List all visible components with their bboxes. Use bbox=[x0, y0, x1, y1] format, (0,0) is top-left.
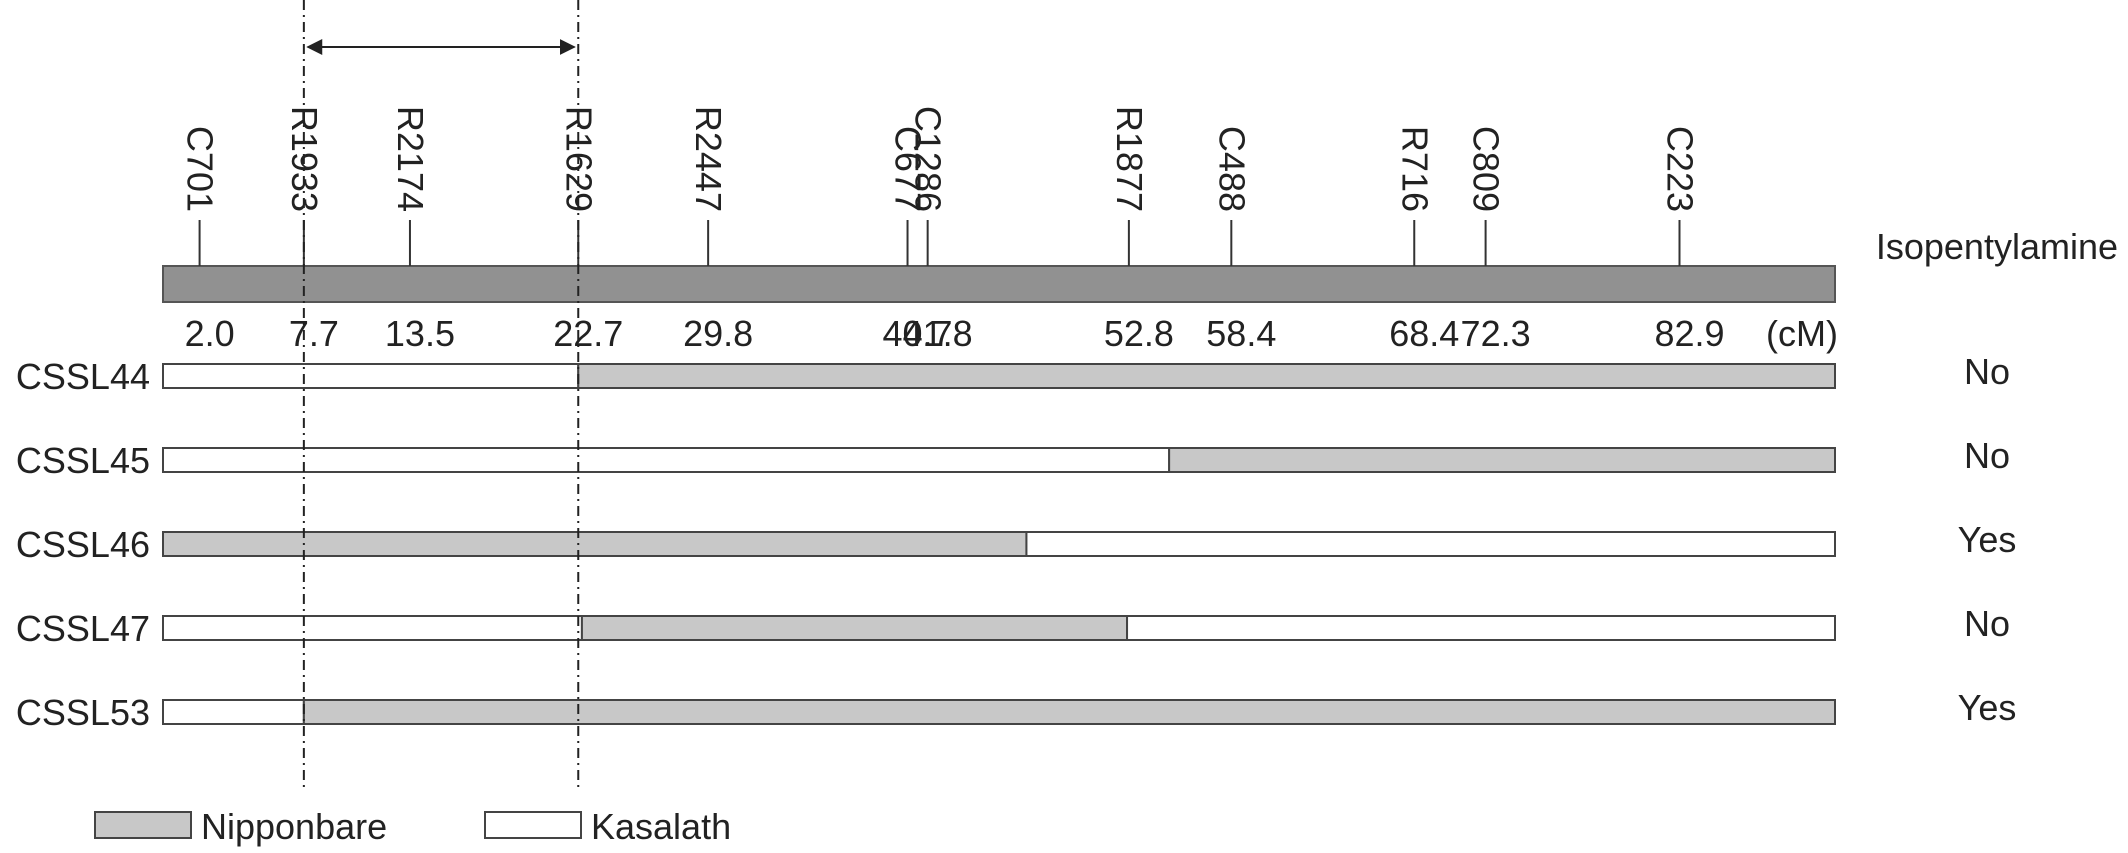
marker-label: C488 bbox=[1211, 126, 1252, 212]
phenotype-label: No bbox=[1964, 435, 2010, 476]
marker-layer: C7012.0R19337.7R217413.5R162922.7R244729… bbox=[180, 106, 1725, 354]
genotype-segment bbox=[162, 531, 1028, 557]
legend-label: Kasalath bbox=[591, 806, 731, 847]
chromosome-bar bbox=[162, 265, 1836, 303]
marker-label: C677 bbox=[888, 126, 929, 212]
marker-position-label: 13.5 bbox=[385, 313, 455, 354]
genotype-segment bbox=[162, 615, 583, 641]
marker-position-label: 29.8 bbox=[683, 313, 753, 354]
cssl-line-label: CSSL47 bbox=[16, 608, 150, 649]
marker-label: R1877 bbox=[1109, 106, 1150, 212]
phenotype-label: Yes bbox=[1958, 519, 2017, 560]
chromosome-layer: Isopentylamine (cM) bbox=[162, 226, 2118, 354]
genotype-segment bbox=[1025, 531, 1836, 557]
marker-label: C809 bbox=[1466, 126, 1507, 212]
genotype-segment bbox=[1126, 615, 1836, 641]
cssl-line-label: CSSL46 bbox=[16, 524, 150, 565]
marker-position-label: 72.3 bbox=[1461, 313, 1531, 354]
genotype-segment bbox=[1168, 447, 1837, 473]
genotype-segment bbox=[580, 615, 1129, 641]
marker-position-label: 22.7 bbox=[553, 313, 623, 354]
legend-layer: Nipponbare Kasalath bbox=[94, 806, 731, 847]
genotype-segment bbox=[162, 699, 305, 725]
phenotype-label: No bbox=[1964, 603, 2010, 644]
genotype-segment bbox=[577, 363, 1837, 389]
trait-title: Isopentylamine bbox=[1876, 226, 2118, 267]
genotype-segment bbox=[162, 363, 580, 389]
cssl-line-label: CSSL44 bbox=[16, 356, 150, 397]
legend-swatch bbox=[484, 811, 582, 839]
marker-position-label: 7.7 bbox=[289, 313, 339, 354]
legend-label: Nipponbare bbox=[201, 806, 387, 847]
marker-position-label: 68.4 bbox=[1389, 313, 1459, 354]
marker-label: C701 bbox=[180, 126, 221, 212]
marker-label: C223 bbox=[1660, 126, 1701, 212]
marker-position-label: 52.8 bbox=[1104, 313, 1174, 354]
marker-label: R716 bbox=[1394, 126, 1435, 212]
marker-position-label: 82.9 bbox=[1654, 313, 1724, 354]
candidate-region-layer bbox=[302, 0, 580, 790]
marker-label: C1286 bbox=[908, 106, 949, 212]
marker-position-label: 2.0 bbox=[185, 313, 235, 354]
cssl-line-label: CSSL53 bbox=[16, 692, 150, 733]
genotype-segment bbox=[302, 699, 1836, 725]
cssl-line-label: CSSL45 bbox=[16, 440, 150, 481]
marker-position-label: 58.4 bbox=[1206, 313, 1276, 354]
cssl-lines-layer: CSSL44 No CSSL45 No CSSL46 Yes CSSL47 No CSSL53 Y… bbox=[16, 351, 2016, 733]
legend-swatch bbox=[94, 811, 192, 839]
genotype-segment bbox=[162, 447, 1171, 473]
marker-position-label: 41.8 bbox=[903, 313, 973, 354]
phenotype-label: No bbox=[1964, 351, 2010, 392]
marker-position-label: 40.7 bbox=[882, 313, 952, 354]
unit-label: (cM) bbox=[1766, 313, 1838, 354]
marker-label: R2174 bbox=[390, 106, 431, 212]
marker-label: R2447 bbox=[688, 106, 729, 212]
phenotype-label: Yes bbox=[1958, 687, 2017, 728]
